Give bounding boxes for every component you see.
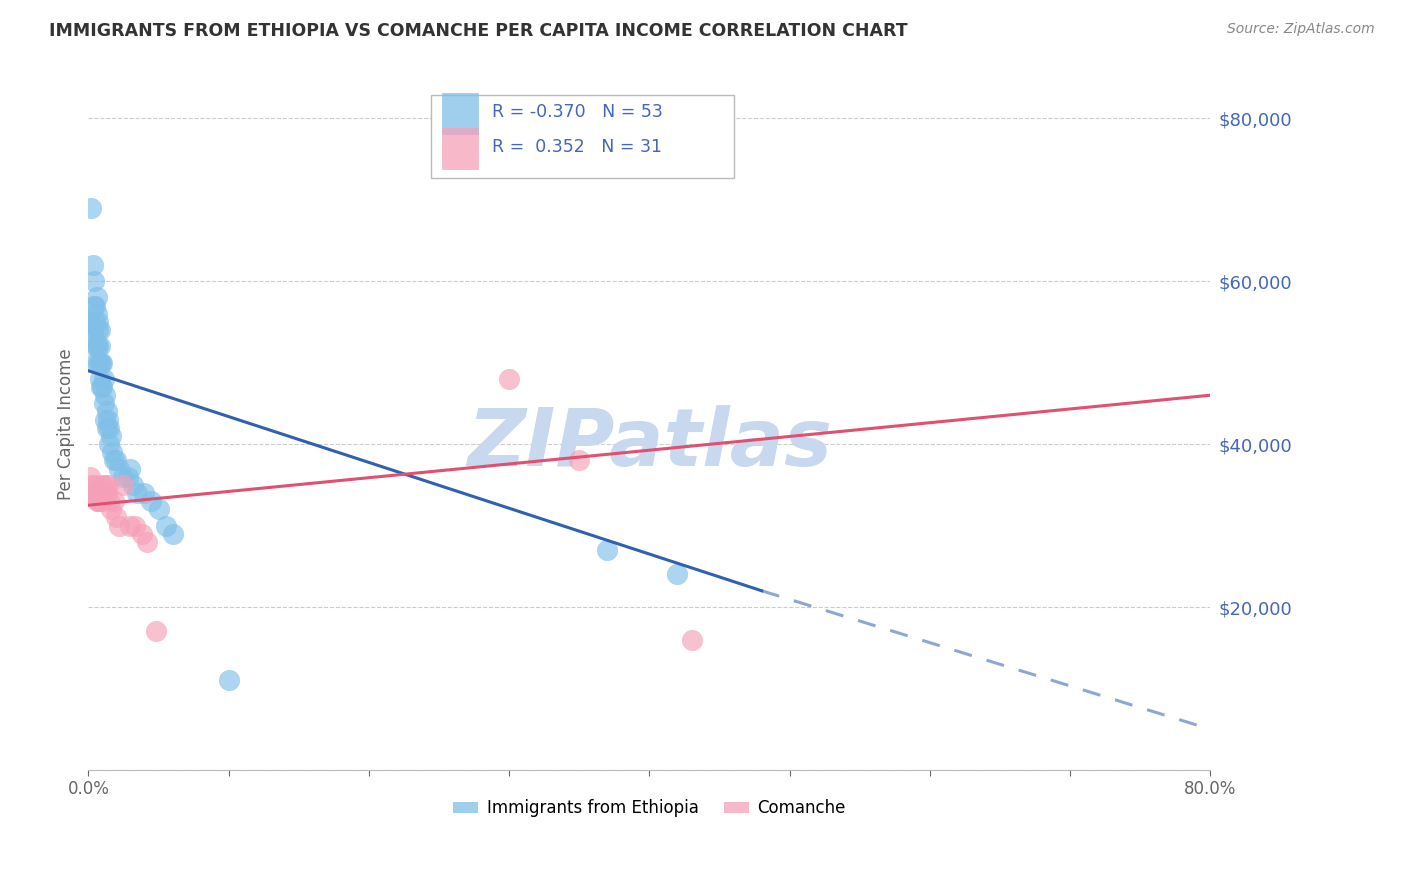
Point <box>218 673 240 688</box>
Point <box>120 518 142 533</box>
Point <box>82 323 104 337</box>
Point <box>87 494 110 508</box>
Text: Source: ZipAtlas.com: Source: ZipAtlas.com <box>1227 22 1375 37</box>
Point <box>80 478 103 492</box>
Point <box>87 315 110 329</box>
Point <box>122 478 145 492</box>
Point <box>134 486 156 500</box>
Point <box>136 534 159 549</box>
Point <box>105 453 128 467</box>
Point <box>97 412 120 426</box>
Point <box>89 323 111 337</box>
Point <box>103 453 125 467</box>
Point <box>87 356 110 370</box>
Point <box>86 486 108 500</box>
Point <box>681 632 703 647</box>
Point <box>112 478 135 492</box>
Point <box>100 502 122 516</box>
Y-axis label: Per Capita Income: Per Capita Income <box>58 348 75 500</box>
Point <box>120 461 142 475</box>
Point <box>84 299 107 313</box>
Point <box>87 339 110 353</box>
Point <box>108 518 131 533</box>
Point <box>98 421 121 435</box>
Point <box>568 453 591 467</box>
Point <box>89 372 111 386</box>
Point <box>94 388 117 402</box>
Point <box>94 478 117 492</box>
Point <box>87 486 110 500</box>
Point <box>98 494 121 508</box>
Point <box>86 339 108 353</box>
Point <box>112 469 135 483</box>
Point <box>82 486 104 500</box>
Point <box>145 624 167 639</box>
Point <box>91 380 114 394</box>
Point <box>100 429 122 443</box>
Point <box>101 445 124 459</box>
Text: ZIPatlas: ZIPatlas <box>467 406 832 483</box>
Point <box>105 510 128 524</box>
Point <box>86 494 108 508</box>
Point <box>93 372 115 386</box>
Point <box>131 526 153 541</box>
Point <box>87 323 110 337</box>
Point <box>96 486 118 500</box>
Point <box>498 372 520 386</box>
Point <box>83 486 105 500</box>
Point <box>83 299 105 313</box>
Point <box>91 356 114 370</box>
Point <box>666 567 689 582</box>
Point <box>89 339 111 353</box>
Point <box>90 356 112 370</box>
Point <box>89 494 111 508</box>
Point <box>86 307 108 321</box>
Point <box>108 461 131 475</box>
Point <box>90 486 112 500</box>
FancyBboxPatch shape <box>441 94 478 134</box>
Point <box>89 356 111 370</box>
Point <box>84 478 107 492</box>
Point <box>84 339 107 353</box>
Point <box>103 494 125 508</box>
Point <box>91 494 114 508</box>
FancyBboxPatch shape <box>430 95 734 178</box>
Point <box>117 469 139 483</box>
Text: R =  0.352   N = 31: R = 0.352 N = 31 <box>492 137 662 155</box>
Point <box>91 478 114 492</box>
Point <box>98 437 121 451</box>
Point <box>155 518 177 533</box>
Point <box>94 412 117 426</box>
Point <box>84 356 107 370</box>
Point <box>80 201 103 215</box>
Point <box>90 380 112 394</box>
Point <box>97 478 120 492</box>
Point <box>93 396 115 410</box>
Point <box>86 290 108 304</box>
Point <box>84 315 107 329</box>
Point <box>79 315 101 329</box>
Point <box>162 526 184 541</box>
Legend: Immigrants from Ethiopia, Comanche: Immigrants from Ethiopia, Comanche <box>447 793 852 824</box>
Point <box>83 274 105 288</box>
Point <box>141 494 163 508</box>
Point <box>596 543 619 558</box>
Point <box>83 331 105 345</box>
FancyBboxPatch shape <box>441 128 478 169</box>
Text: R = -0.370   N = 53: R = -0.370 N = 53 <box>492 103 664 121</box>
Point <box>148 502 170 516</box>
Point <box>93 486 115 500</box>
Point <box>127 486 149 500</box>
Point <box>96 404 118 418</box>
Text: IMMIGRANTS FROM ETHIOPIA VS COMANCHE PER CAPITA INCOME CORRELATION CHART: IMMIGRANTS FROM ETHIOPIA VS COMANCHE PER… <box>49 22 908 40</box>
Point <box>79 469 101 483</box>
Point <box>96 421 118 435</box>
Point <box>124 518 146 533</box>
Point <box>82 258 104 272</box>
